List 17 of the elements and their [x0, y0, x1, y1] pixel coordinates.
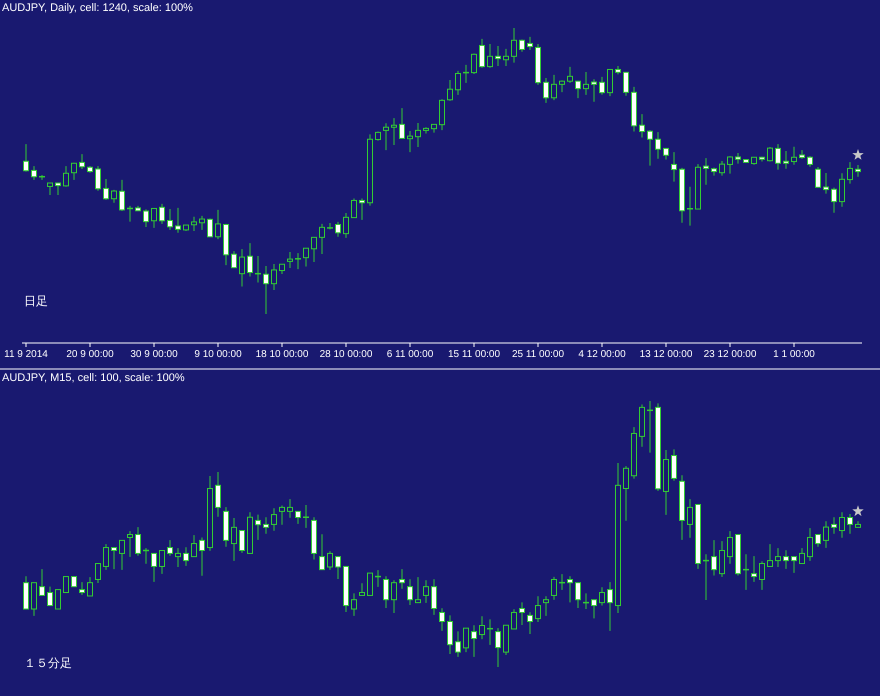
- chart-title: AUDJPY, M15, cell: 100, scale: 100%: [2, 372, 185, 384]
- x-tick-label: 15 11 00:00: [448, 349, 500, 360]
- x-tick-label: 9 10 00:00: [194, 349, 242, 360]
- chart-title: AUDJPY, Daily, cell: 1240, scale: 100%: [2, 2, 194, 14]
- x-tick-label: 23 12 00:00: [704, 349, 757, 360]
- x-tick-label: 11 9 2014: [4, 349, 48, 360]
- x-tick-label: 30 9 00:00: [130, 349, 178, 360]
- x-tick-label: 13 12 00:00: [640, 349, 693, 360]
- annotation: １５分足: [24, 656, 72, 670]
- x-tick-label: 6 11 00:00: [386, 349, 434, 360]
- x-tick-label: 28 10 00:00: [320, 349, 373, 360]
- annotation: 日足: [24, 294, 48, 308]
- x-tick-label: 25 11 00:00: [512, 349, 564, 360]
- x-tick-label: 20 9 00:00: [66, 349, 114, 360]
- x-tick-label: 4 12 00:00: [578, 349, 626, 360]
- x-tick-label: 1 1 00:00: [773, 349, 816, 360]
- x-tick-label: 18 10 00:00: [256, 349, 309, 360]
